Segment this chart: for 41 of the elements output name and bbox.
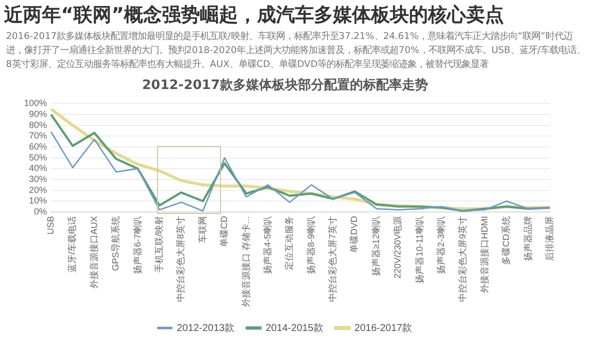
x-tick-label: 外接音源接口HDMI — [479, 216, 490, 293]
x-tick-label: 中控台彩色大屏7英寸 — [328, 216, 338, 302]
y-tick-label: 80% — [29, 120, 48, 130]
y-tick-label: 10% — [29, 196, 48, 206]
x-tick-label: 车联网 — [197, 216, 208, 243]
text: 2012-2017款多媒体板块部分配置的标配率走势 — [142, 77, 428, 94]
x-tick-label: 扬声器4-5喇叭 — [262, 216, 272, 274]
y-tick-label: 50% — [29, 152, 48, 162]
chart-title: 近两年“联网”概念强势崛起，成汽车多媒体板块的核心卖点 — [4, 3, 504, 28]
x-tick-label: 定位互动服务 — [284, 216, 294, 270]
y-tick-label: 20% — [29, 184, 48, 195]
y-tick-label: 70% — [29, 130, 48, 141]
x-tick-label: 单碟DVD — [349, 216, 360, 254]
x-tick-label: 蓝牙/车载电话 — [67, 216, 78, 273]
y-tick-label: 90% — [29, 108, 48, 119]
y-tick-label: 60% — [29, 141, 48, 152]
x-tick-label: 扬声器≥12喇叭 — [370, 216, 381, 276]
x-tick-label: 扬声器8-9喇叭 — [306, 216, 316, 274]
x-tick-label: 220V/230V电源 — [392, 216, 403, 279]
x-tick-label: 手机互联/映射 — [154, 216, 164, 273]
y-tick-label: 100% — [24, 98, 48, 108]
legend-label: 2012-2013款 — [176, 322, 235, 334]
x-tick-label: 中控台彩色大屏8英寸 — [176, 216, 186, 302]
y-tick-label: 30% — [29, 174, 48, 184]
x-tick-label: 扬声器6-7喇叭 — [132, 216, 142, 274]
x-tick-label: 扬声器10-11喇叭 — [414, 216, 424, 284]
y-tick-label: 0% — [34, 206, 48, 216]
x-tick-label: GPS导航系统 — [110, 216, 121, 272]
x-tick-label: USB — [46, 216, 56, 235]
legend-label: 2014-2015款 — [266, 322, 324, 334]
x-tick-label: 外接音源接口AUX — [88, 216, 99, 289]
x-tick-label: 扬声器品牌 — [522, 216, 533, 261]
y-tick-label: 40% — [29, 163, 48, 174]
x-tick-label: 外接音源接口 存储卡... — [240, 216, 251, 308]
chart-subtitle: 2016-2017款多媒体板块配置增加最明显的是手机互联/映射、车联网，标配率升至37.21%、24.61%，意味着汽车正大踏步向“联网”时代迈进，像打开了一扇通往全新世界的大门。预判2018-2020年上述两大功能将加速普及，标配率或超70%，不联网不成车。USB、蓝牙/车载电话、8英寸彩屏、定位互动服务等标配率也有大幅提升。AUX、单碟CD、单碟DVD等的标配率呈现萎缩迹象，被替代现象显著 — [6, 30, 587, 72]
x-tick-label: 多碟CD系统 — [501, 216, 512, 265]
x-tick-label: 后排液晶屏 — [544, 216, 554, 261]
x-tick-label: 扬声器2-3喇叭 — [436, 216, 446, 274]
x-tick-label: 单碟CD — [219, 216, 230, 247]
legend-label: 2016-2017款 — [354, 322, 412, 334]
x-tick-label: 中控台彩色大屏9英寸 — [458, 216, 468, 302]
